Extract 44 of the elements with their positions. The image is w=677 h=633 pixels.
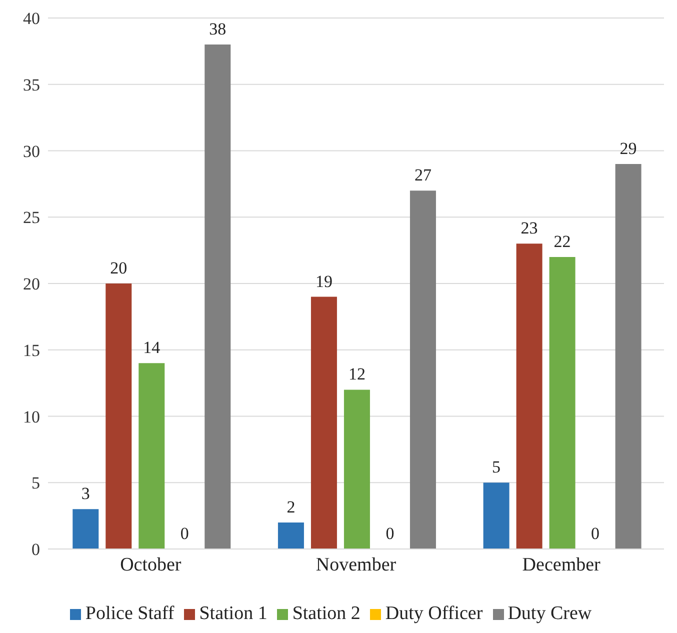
- bar: [204, 44, 231, 549]
- y-tick-label: 15: [23, 340, 40, 360]
- data-label: 27: [414, 166, 432, 185]
- data-label: 29: [620, 139, 637, 158]
- legend-label: Police Staff: [85, 603, 174, 624]
- data-label: 2: [286, 497, 296, 516]
- x-tick-label: October: [120, 554, 182, 576]
- y-tick-label: 10: [23, 407, 40, 426]
- data-label: 12: [348, 364, 366, 384]
- data-label: 20: [110, 258, 128, 278]
- bar: [549, 256, 576, 549]
- bar: [344, 390, 370, 549]
- data-label: 22: [554, 232, 571, 251]
- bar: [106, 284, 132, 549]
- bar: [72, 509, 99, 549]
- legend-label: Station 2: [292, 603, 360, 624]
- y-tick-label: 35: [23, 75, 40, 94]
- data-label: 14: [143, 338, 161, 358]
- y-tick-label: 20: [23, 274, 40, 294]
- bar: [310, 296, 337, 549]
- legend-label: Duty Officer: [385, 603, 483, 624]
- y-tick-label: 0: [32, 540, 40, 560]
- data-label: 3: [81, 484, 90, 504]
- bar: [410, 190, 436, 549]
- data-label: 0: [180, 524, 189, 543]
- y-tick-label: 30: [23, 142, 40, 161]
- x-tick-label: December: [522, 554, 602, 576]
- data-label: 0: [386, 524, 394, 543]
- data-label: 38: [209, 20, 226, 39]
- bar: [278, 522, 304, 549]
- y-tick-label: 5: [32, 474, 40, 493]
- y-tick-label: 25: [23, 208, 40, 228]
- data-label: 5: [492, 458, 501, 477]
- legend-label: Duty Crew: [508, 603, 592, 624]
- y-tick-label: 40: [23, 9, 40, 28]
- legend-label: Station 1: [199, 603, 268, 624]
- bar: [138, 363, 165, 549]
- data-label: 0: [591, 524, 600, 543]
- data-label: 19: [315, 272, 332, 291]
- bar: [615, 164, 642, 549]
- data-label: 23: [520, 218, 538, 238]
- bar: [483, 482, 510, 549]
- x-tick-label: November: [316, 554, 397, 576]
- bar: [516, 244, 542, 549]
